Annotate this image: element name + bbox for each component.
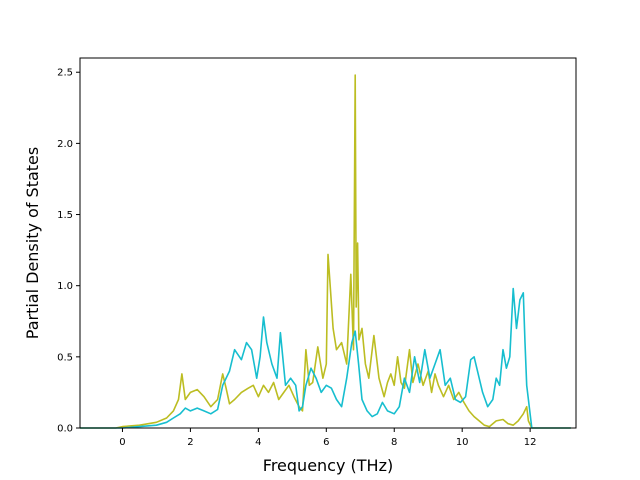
x-tick-label: 6 [323,437,329,448]
x-axis-label: Frequency (THz) [263,456,393,475]
x-tick-label: 12 [524,437,537,448]
series-line-2 [80,287,571,429]
series-line-1 [80,74,571,429]
series-layer [80,74,571,429]
y-tick-label: 1.0 [57,281,73,292]
y-tick-label: 0.5 [57,352,73,363]
x-tick-label: 2 [187,437,193,448]
x-tick-label: 0 [119,437,125,448]
y-tick-label: 1.5 [57,210,73,221]
x-axis-ticks: 0 2 4 6 8 10 12 [119,428,537,448]
x-tick-label: 10 [456,437,469,448]
y-tick-label: 2.5 [57,68,73,79]
y-axis-ticks: 0.0 0.5 1.0 1.5 2.0 2.5 [57,68,80,435]
plot-frame [79,57,577,429]
x-tick-label: 8 [391,437,397,448]
y-axis-label: Partial Density of States [23,147,42,339]
y-tick-label: 0.0 [57,424,73,435]
y-tick-label: 2.0 [57,139,73,150]
x-tick-label: 4 [255,437,261,448]
